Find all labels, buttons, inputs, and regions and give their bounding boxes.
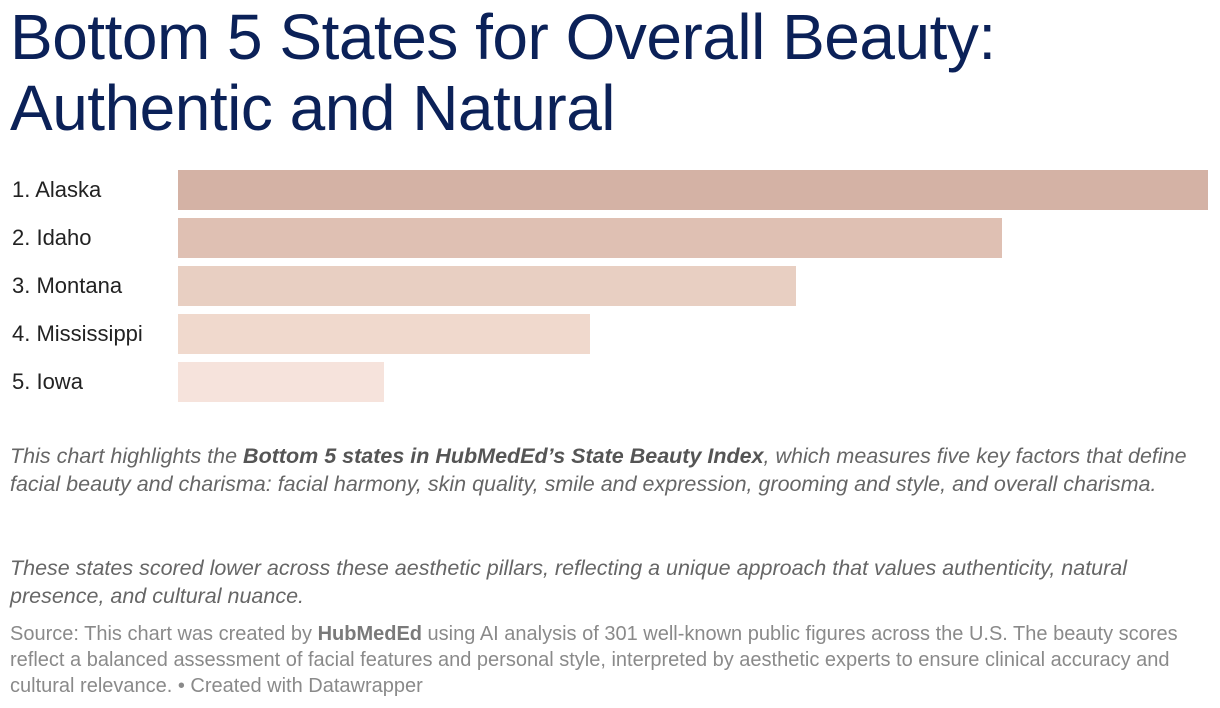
description-highlight: Bottom 5 states in HubMedEd’s State Beau…: [243, 444, 764, 468]
chart-description-secondary: These states scored lower across these a…: [10, 556, 1128, 608]
bar-label: 5. Iowa: [12, 369, 83, 394]
source-note: Source: This chart was created by HubMed…: [10, 621, 1215, 699]
bar: [178, 266, 796, 306]
bar: [178, 362, 384, 402]
bar: [178, 314, 590, 354]
source-text: using AI analysis of 301 well-known publ…: [10, 623, 1178, 697]
chart-title: Bottom 5 States for Overall Beauty: Auth…: [10, 1, 996, 144]
description-intro: This chart highlights the: [10, 444, 244, 468]
bar-label: 1. Alaska: [12, 177, 102, 202]
bar-label: 4. Mississippi: [12, 321, 143, 346]
source-prefix: Source: This chart was created by: [10, 623, 318, 645]
bar-label: 2. Idaho: [12, 225, 92, 250]
bar-label: 3. Montana: [12, 273, 123, 298]
chart-description: This chart highlights the Bottom 5 state…: [10, 442, 1210, 498]
source-brand: HubMedEd: [317, 623, 422, 645]
bar-chart: 1. Alaska 2. Idaho 3. Montana 4. Mississipp…: [12, 170, 1208, 402]
bar: [178, 218, 1002, 258]
datawrapper-credit: • Created with Datawrapper: [172, 675, 423, 697]
description-rest: , which measures five key factors that d…: [10, 444, 1187, 496]
bar: [178, 170, 1208, 210]
